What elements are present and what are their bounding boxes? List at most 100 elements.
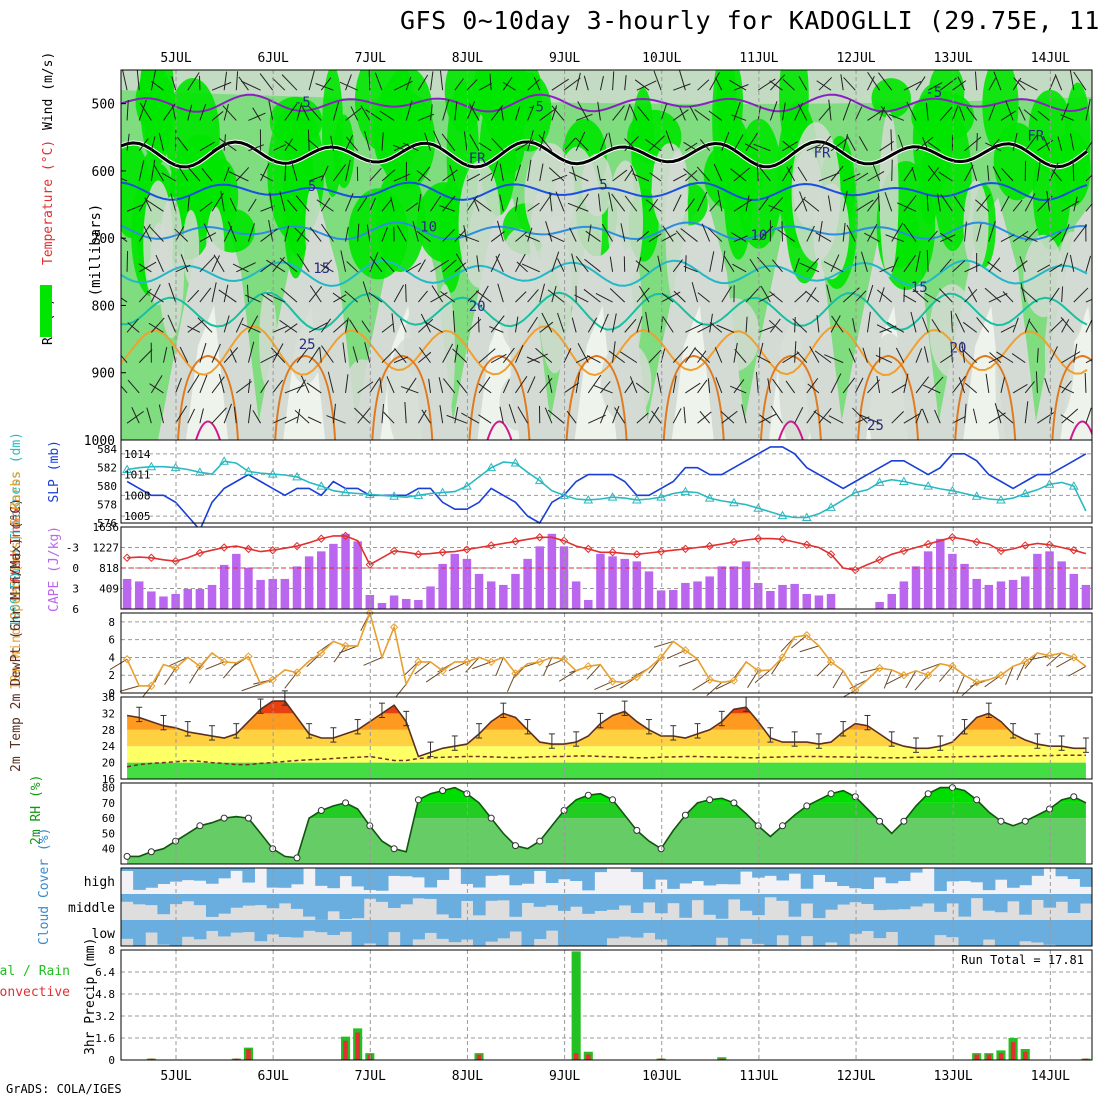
- wind-barb: [466, 79, 478, 91]
- cape-bar: [887, 593, 896, 609]
- wind-barb: [466, 290, 480, 303]
- wind-barb: [915, 376, 929, 394]
- wind-barb: [749, 258, 759, 273]
- cloud-cell: [837, 920, 850, 946]
- wind-barb: [988, 220, 996, 242]
- wind-barb: [514, 164, 522, 182]
- wind-barb: [527, 130, 534, 151]
- wind-barb: [645, 199, 662, 212]
- cloud-cell: [193, 868, 207, 881]
- lifted-index-line-point: [1069, 546, 1078, 555]
- wind-barb: [896, 202, 917, 212]
- wind-barb: [925, 102, 929, 121]
- precip-convective-bar: [355, 1032, 360, 1060]
- wind-barb: [1073, 224, 1088, 242]
- cape-bar: [414, 599, 423, 609]
- surface-wind-barb: [586, 664, 601, 680]
- wind-barb: [673, 173, 687, 182]
- wind-tick-label: 8: [108, 616, 115, 629]
- wind-barb: [630, 165, 638, 182]
- cloud-cell: [582, 894, 595, 914]
- surface-wind-barb: [883, 669, 893, 689]
- wind-barb: [412, 221, 419, 242]
- cloud-cell: [218, 868, 231, 879]
- temperature-tick-label: 32: [102, 707, 115, 720]
- isotherm-35: [195, 420, 221, 440]
- wind-barb: [636, 287, 650, 303]
- wind-barb: [368, 70, 371, 91]
- wind-barb: [241, 323, 261, 333]
- wind-barb: [660, 232, 677, 242]
- wind-barb: [144, 198, 164, 212]
- wind-barb: [648, 233, 662, 242]
- rh-line-point: [778, 822, 786, 830]
- wind-barb: [454, 78, 464, 91]
- precip-convective-bar: [149, 1058, 154, 1060]
- wind-barb: [927, 376, 944, 394]
- wind-barb: [753, 143, 771, 152]
- cloud-cell: [727, 920, 741, 946]
- wind-speed-line-point: [802, 631, 811, 640]
- wind-barb: [575, 113, 593, 121]
- wind-barb: [213, 254, 225, 273]
- wind-barb: [782, 140, 795, 152]
- wind-barb: [732, 263, 747, 273]
- cape-bar: [596, 553, 605, 609]
- wind-barb: [781, 102, 786, 121]
- cloud-cell: [497, 920, 510, 939]
- wind-barb: [138, 349, 153, 363]
- moist-patch: [495, 113, 525, 174]
- cloud-cell: [630, 868, 644, 873]
- cape-bar: [122, 578, 132, 609]
- cloud-cell: [1031, 868, 1044, 876]
- wind-barb: [974, 71, 978, 91]
- lifted-index-line-point: [559, 536, 569, 545]
- isotherm-label: 20: [469, 299, 486, 315]
- wind-barb: [223, 103, 229, 121]
- rh-line-point: [390, 845, 398, 853]
- isotherm-label: 10: [420, 219, 437, 235]
- wind-barb: [442, 228, 455, 242]
- wind-barb: [769, 74, 786, 91]
- cloud-cell: [230, 868, 243, 871]
- cape-bar: [693, 581, 702, 609]
- wind-barb: [634, 79, 650, 91]
- temperature-band: [127, 729, 1086, 747]
- cape-tick-label: 409: [99, 583, 119, 596]
- wind-barb: [301, 104, 310, 121]
- wind-barb: [1085, 298, 1092, 303]
- cloud-cell: [436, 894, 450, 915]
- wind-barb: [879, 265, 894, 273]
- wind-barb: [716, 324, 735, 333]
- wind-barb: [138, 288, 152, 303]
- wind-barb: [260, 163, 270, 182]
- cloud-cell: [121, 920, 134, 939]
- wind-barb: [551, 105, 558, 121]
- surface-wind-barb: [188, 666, 201, 684]
- wind-barb: [490, 353, 507, 364]
- wind-barb: [903, 80, 922, 91]
- cloud-cell: [776, 894, 790, 901]
- wind-barb: [709, 251, 715, 272]
- cloud-cell: [351, 894, 365, 919]
- wind-barb: [794, 407, 804, 424]
- wind-barb: [155, 254, 164, 273]
- wind-barb: [1061, 319, 1070, 333]
- rh-line-point: [973, 796, 981, 804]
- lifted-index-line-point: [948, 533, 957, 542]
- wind-barb: [828, 99, 832, 121]
- isotherm-label: 15: [313, 261, 330, 277]
- wind-barb: [223, 284, 229, 303]
- wind-barb: [499, 194, 504, 212]
- thickness-line-point: [971, 491, 982, 500]
- thickness-line-point: [753, 503, 764, 512]
- wind-barb: [284, 225, 290, 242]
- surface-wind-barb: [558, 670, 577, 682]
- wind-barb: [199, 342, 207, 363]
- wind-barb: [816, 314, 820, 333]
- wind-speed-line-point: [341, 641, 350, 651]
- rh-line-point: [244, 814, 252, 822]
- lifted-index-line-point: [972, 537, 981, 547]
- wind-speed-line-point: [1069, 653, 1078, 662]
